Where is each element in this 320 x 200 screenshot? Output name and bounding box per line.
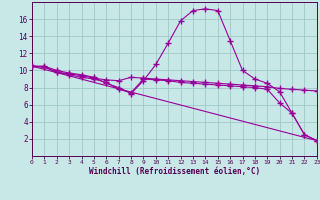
X-axis label: Windchill (Refroidissement éolien,°C): Windchill (Refroidissement éolien,°C) <box>89 167 260 176</box>
